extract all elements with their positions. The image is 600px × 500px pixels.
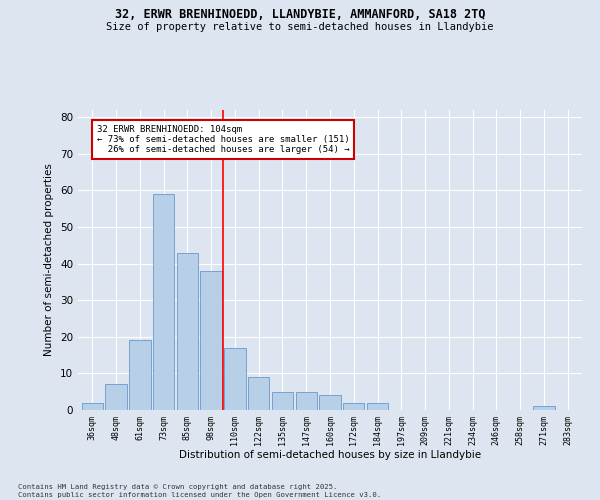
Text: Contains HM Land Registry data © Crown copyright and database right 2025.
Contai: Contains HM Land Registry data © Crown c… — [18, 484, 381, 498]
Bar — [176, 252, 198, 410]
Text: Size of property relative to semi-detached houses in Llandybie: Size of property relative to semi-detach… — [106, 22, 494, 32]
Bar — [129, 340, 151, 410]
X-axis label: Distribution of semi-detached houses by size in Llandybie: Distribution of semi-detached houses by … — [179, 450, 481, 460]
Bar — [153, 194, 174, 410]
Bar — [248, 377, 269, 410]
Bar — [200, 271, 222, 410]
Bar — [224, 348, 245, 410]
Bar — [106, 384, 127, 410]
Bar — [319, 396, 341, 410]
Bar — [367, 402, 388, 410]
Bar — [82, 402, 103, 410]
Bar — [343, 402, 364, 410]
Bar — [296, 392, 317, 410]
Y-axis label: Number of semi-detached properties: Number of semi-detached properties — [44, 164, 55, 356]
Text: 32, ERWR BRENHINOEDD, LLANDYBIE, AMMANFORD, SA18 2TQ: 32, ERWR BRENHINOEDD, LLANDYBIE, AMMANFO… — [115, 8, 485, 20]
Text: 32 ERWR BRENHINOEDD: 104sqm
← 73% of semi-detached houses are smaller (151)
  26: 32 ERWR BRENHINOEDD: 104sqm ← 73% of sem… — [97, 124, 349, 154]
Bar — [533, 406, 554, 410]
Bar — [272, 392, 293, 410]
